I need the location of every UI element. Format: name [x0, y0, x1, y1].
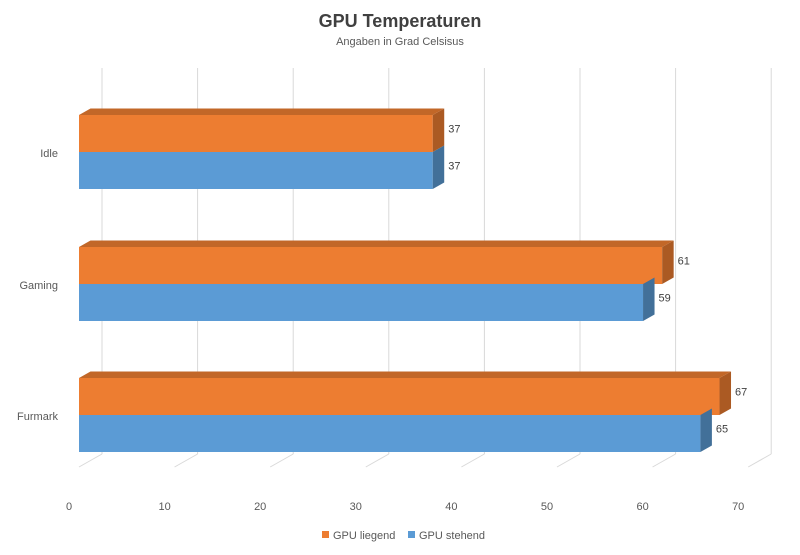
bar-top: [79, 240, 674, 247]
legend: GPU liegend GPU stehend: [322, 530, 485, 542]
y-category-label: Furmark: [17, 411, 58, 423]
legend-swatch: [322, 531, 329, 538]
gridline-floor: [365, 453, 390, 468]
gridline-floor: [652, 453, 676, 468]
gridline-floor: [556, 453, 581, 468]
x-tick-label: 40: [445, 501, 457, 513]
x-tick-label: 20: [254, 501, 266, 513]
x-tick-label: 50: [541, 501, 553, 513]
data-label: 37: [448, 124, 460, 136]
bar-side: [432, 108, 445, 152]
gridline-floor: [174, 453, 198, 468]
data-label: 37: [448, 161, 460, 173]
bar: [79, 378, 720, 415]
data-label: 59: [659, 293, 671, 305]
bar-top: [79, 108, 445, 115]
bar-side: [700, 408, 712, 452]
bar-top: [79, 371, 732, 378]
x-tick-label: 10: [158, 501, 170, 513]
x-tick-label: 0: [66, 501, 72, 513]
chart-title: GPU Temperaturen: [319, 11, 482, 31]
bar-side: [662, 240, 674, 284]
data-label: 67: [735, 387, 747, 399]
bars: [79, 108, 732, 452]
gridline-floor: [269, 453, 294, 468]
legend-swatch: [408, 531, 415, 538]
bar-side: [643, 277, 655, 321]
bar: [79, 415, 701, 452]
data-labels: 37 37 61 59 67 65: [448, 124, 747, 436]
legend-label: GPU liegend: [333, 530, 395, 542]
bar-side: [432, 145, 445, 189]
bar: [79, 247, 663, 284]
x-axis-ticks: 0 10 20 30 40 50 60 70: [66, 501, 744, 513]
y-axis-categories: Idle Gaming Furmark: [17, 148, 58, 423]
x-tick-label: 30: [350, 501, 362, 513]
gridline-floor: [78, 453, 103, 468]
x-tick-label: 70: [732, 501, 744, 513]
x-tick-label: 60: [636, 501, 648, 513]
data-label: 65: [716, 424, 728, 436]
y-category-label: Idle: [40, 148, 58, 160]
bar-side: [719, 371, 732, 415]
gridline-floor: [747, 453, 772, 468]
data-label: 61: [678, 256, 690, 268]
bar: [79, 284, 644, 321]
gridline-floor: [461, 453, 485, 468]
legend-label: GPU stehend: [419, 530, 485, 542]
y-category-label: Gaming: [19, 280, 58, 292]
chart-subtitle: Angaben in Grad Celsisus: [336, 36, 464, 48]
bar: [79, 115, 433, 152]
bar: [79, 152, 433, 189]
